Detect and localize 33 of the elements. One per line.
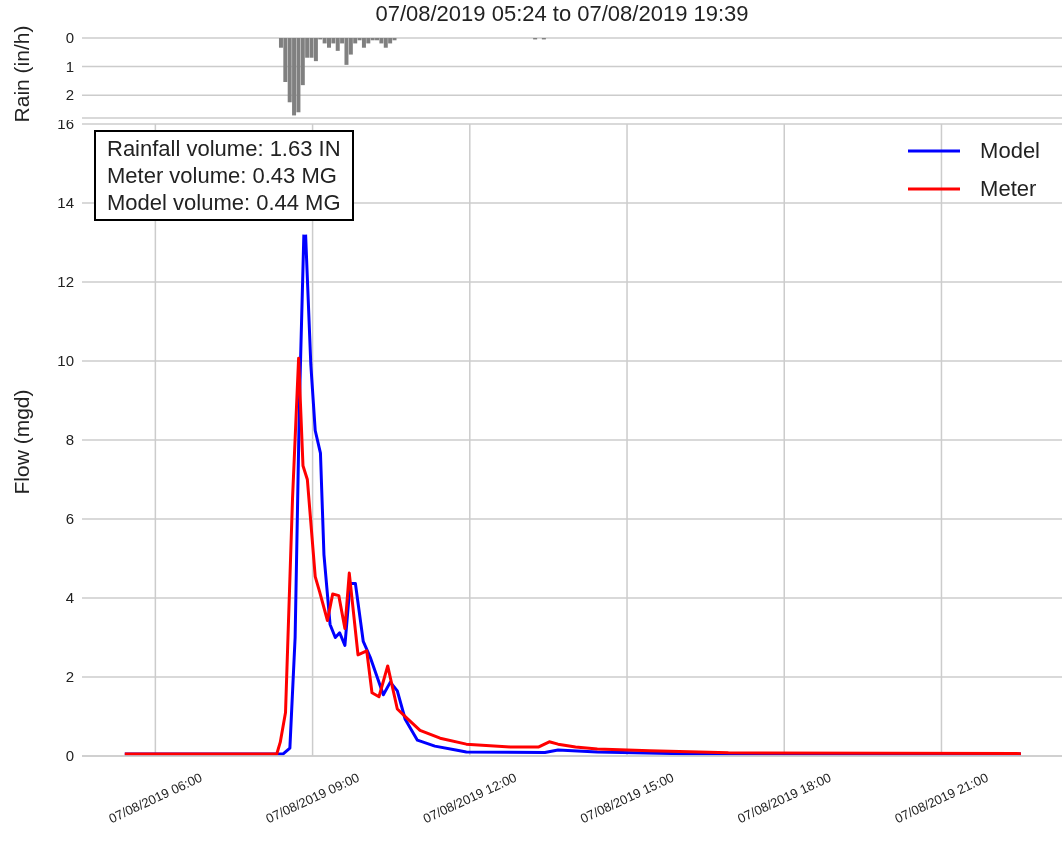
bar xyxy=(344,38,349,65)
y-axis-title: Flow (mgd) xyxy=(10,389,34,495)
y-tick-label: 10 xyxy=(57,352,74,370)
y-tick-label: 12 xyxy=(57,273,74,291)
bar xyxy=(383,38,388,48)
annotation: Meter volume: 0.43 MG xyxy=(107,162,338,189)
legend-label: Meter xyxy=(980,176,1037,202)
bar xyxy=(366,38,371,44)
y-tick-label: 2 xyxy=(65,86,74,104)
bar xyxy=(335,38,340,51)
y-tick-label: 8 xyxy=(65,431,74,449)
bar xyxy=(309,38,314,58)
line-series xyxy=(123,356,1023,756)
bar xyxy=(327,38,331,48)
bar xyxy=(296,38,301,113)
bar xyxy=(388,38,393,44)
y-tick-label: 0 xyxy=(65,747,74,765)
bar xyxy=(313,38,318,62)
bar xyxy=(379,38,384,44)
bar xyxy=(292,38,297,116)
annotation: Rainfall volume: 1.63 IN xyxy=(107,135,341,162)
bar xyxy=(322,38,327,44)
y-tick-label: 4 xyxy=(65,589,74,607)
chart-title: 07/08/2019 05:24 to 07/08/2019 19:39 xyxy=(375,1,749,26)
legend-label: Model xyxy=(980,138,1040,164)
y-tick-label: 1 xyxy=(65,57,74,75)
y-tick-label: 0 xyxy=(65,29,74,47)
bar xyxy=(361,38,366,48)
y-tick-label: 6 xyxy=(65,510,74,528)
y-axis-title: Rain (in/h) xyxy=(10,25,34,123)
annotation: Model volume: 0.44 MG xyxy=(107,189,341,216)
y-tick-label: 14 xyxy=(57,194,74,212)
y-tick-label: 2 xyxy=(65,668,74,686)
